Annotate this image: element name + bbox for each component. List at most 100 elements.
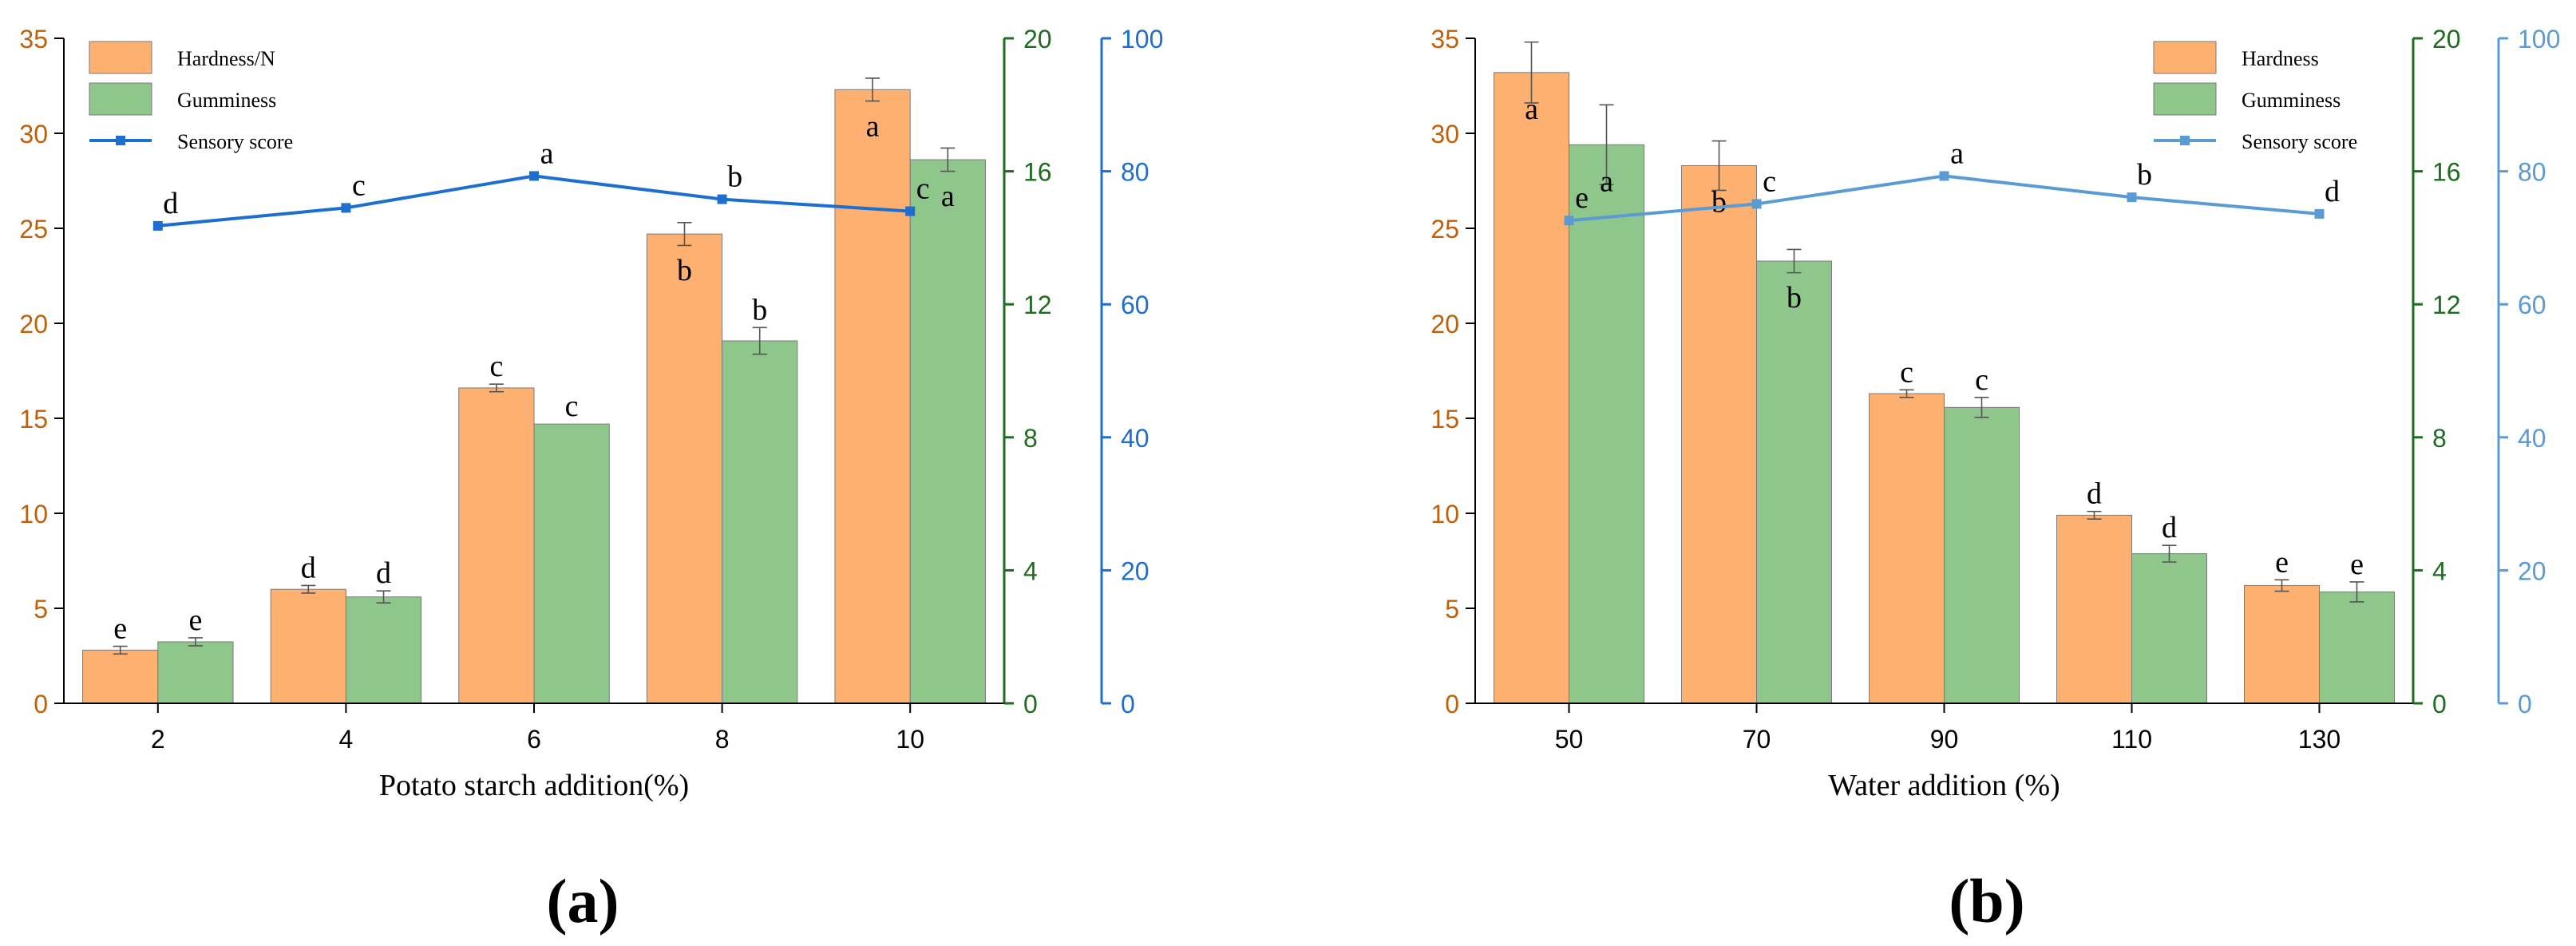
sensory-score-point-4 bbox=[905, 206, 916, 216]
y-left-tick-label: 20 bbox=[19, 310, 48, 338]
significance-letter: a bbox=[540, 137, 554, 170]
bar-gumminess-4 bbox=[2319, 591, 2395, 704]
bar-hardness-2 bbox=[1869, 393, 1945, 704]
bar-hardness-3 bbox=[2056, 514, 2132, 704]
y-left-tick-label: 5 bbox=[1445, 595, 1459, 623]
significance-letter: c bbox=[1763, 164, 1776, 198]
legend-swatch bbox=[89, 82, 152, 116]
significance-letter: d bbox=[376, 556, 391, 590]
significance-letter: b bbox=[1787, 281, 1802, 315]
bar-gumminess-0 bbox=[157, 641, 234, 704]
y-right-tick-label: 60 bbox=[1121, 291, 1150, 319]
x-tick-label: 4 bbox=[339, 725, 354, 754]
x-tick-label: 8 bbox=[715, 725, 730, 754]
y-left-tick-label: 10 bbox=[1430, 500, 1459, 528]
significance-letter: b bbox=[752, 293, 767, 327]
y-right-tick-label: 40 bbox=[2518, 424, 2546, 453]
significance-letter: e bbox=[188, 604, 202, 637]
significance-letter: a bbox=[866, 109, 880, 143]
significance-letter: a bbox=[1525, 93, 1538, 126]
bar-hardness-0 bbox=[1494, 72, 1569, 704]
y-left-tick-label: 15 bbox=[1430, 405, 1459, 433]
bar-hardness-n-0 bbox=[82, 649, 159, 704]
sensory-score-point-1 bbox=[341, 203, 351, 213]
bar-gumminess-2 bbox=[533, 423, 610, 704]
y-left-tick-label: 30 bbox=[1430, 120, 1459, 148]
y-right-tick-label: 20 bbox=[1121, 556, 1150, 585]
y-left-tick-label: 25 bbox=[19, 215, 48, 243]
sensory-score-point-4 bbox=[2314, 208, 2325, 219]
y-middle-tick-label: 20 bbox=[1023, 25, 1052, 53]
significance-letter: e bbox=[1575, 181, 1589, 215]
significance-letter: b bbox=[2137, 158, 2152, 192]
sensory-score-point-3 bbox=[2127, 192, 2137, 203]
bar-gumminess-1 bbox=[1756, 260, 1832, 704]
legend-line-marker bbox=[2180, 136, 2190, 145]
legend-swatch bbox=[89, 41, 152, 74]
x-axis-label: Potato starch addition(%) bbox=[379, 769, 689, 802]
y-middle-tick-label: 4 bbox=[1023, 556, 1038, 585]
y-left-tick-label: 10 bbox=[19, 500, 48, 528]
y-middle-tick-label: 12 bbox=[2432, 291, 2461, 319]
significance-letter: a bbox=[1600, 164, 1613, 198]
x-tick-label: 90 bbox=[1930, 725, 1959, 754]
legend-label: Sensory score bbox=[177, 130, 293, 153]
bar-gumminess-3 bbox=[722, 340, 798, 704]
y-left-tick-label: 5 bbox=[34, 595, 48, 623]
legend-label: Gumminess bbox=[2242, 89, 2341, 112]
sensory-score-point-0 bbox=[1564, 216, 1574, 226]
sensory-score-point-2 bbox=[529, 171, 539, 181]
x-tick-label: 70 bbox=[1743, 725, 1771, 754]
y-left-tick-label: 0 bbox=[34, 690, 48, 718]
bar-hardness-n-2 bbox=[458, 387, 535, 704]
bar-gumminess-4 bbox=[909, 159, 986, 704]
significance-letter: d bbox=[2162, 511, 2177, 544]
legend-label: Gumminess bbox=[177, 89, 276, 112]
legend-line-marker bbox=[116, 136, 125, 145]
y-left-tick-label: 15 bbox=[19, 405, 48, 433]
significance-letter: c bbox=[489, 350, 503, 383]
bar-hardness-4 bbox=[2244, 584, 2320, 704]
y-left-tick-label: 30 bbox=[19, 120, 48, 148]
sensory-score-line bbox=[157, 174, 911, 228]
significance-letter: e bbox=[2350, 548, 2364, 581]
significance-letter: a bbox=[1950, 137, 1964, 170]
bar-hardness-n-3 bbox=[646, 233, 723, 704]
y-right-tick-label: 80 bbox=[1121, 158, 1150, 187]
legend-label: Hardness/N bbox=[177, 47, 275, 70]
y-middle-tick-label: 16 bbox=[2432, 158, 2461, 187]
y-right-tick-label: 60 bbox=[2518, 291, 2546, 319]
sensory-score-point-3 bbox=[717, 194, 727, 204]
x-tick-label: 50 bbox=[1555, 725, 1584, 754]
sensory-score-point-0 bbox=[152, 220, 163, 231]
bar-gumminess-3 bbox=[2131, 553, 2207, 704]
y-left-tick-label: 0 bbox=[1445, 690, 1459, 718]
y-left-tick-label: 35 bbox=[1430, 25, 1459, 53]
sensory-score-point-2 bbox=[1939, 171, 1949, 181]
y-left-tick-label: 25 bbox=[1430, 215, 1459, 243]
significance-letter: c bbox=[1975, 363, 1988, 397]
significance-letter: e bbox=[113, 612, 127, 646]
bar-gumminess-0 bbox=[1569, 144, 1644, 704]
x-tick-label: 10 bbox=[896, 725, 924, 754]
y-middle-tick-label: 20 bbox=[2432, 25, 2461, 53]
y-right-tick-label: 100 bbox=[2518, 25, 2560, 53]
y-right-tick-label: 0 bbox=[2518, 690, 2532, 718]
y-left-tick-label: 20 bbox=[1430, 310, 1459, 338]
legend-swatch bbox=[2153, 82, 2217, 116]
significance-letter: e bbox=[2275, 545, 2289, 579]
y-middle-tick-label: 16 bbox=[1023, 158, 1052, 187]
y-right-tick-label: 0 bbox=[1121, 690, 1135, 718]
significance-letter: c bbox=[565, 390, 579, 423]
significance-letter: d bbox=[2087, 477, 2102, 511]
y-left-tick-label: 35 bbox=[19, 25, 48, 53]
panel-label: (a) bbox=[547, 866, 619, 936]
significance-letter: a bbox=[941, 180, 955, 213]
x-axis-label: Water addition (%) bbox=[1828, 769, 2060, 802]
y-right-tick-label: 20 bbox=[2518, 556, 2546, 585]
y-middle-tick-label: 8 bbox=[2432, 424, 2447, 453]
significance-letter: c bbox=[352, 168, 366, 202]
significance-letter: b bbox=[727, 160, 742, 194]
